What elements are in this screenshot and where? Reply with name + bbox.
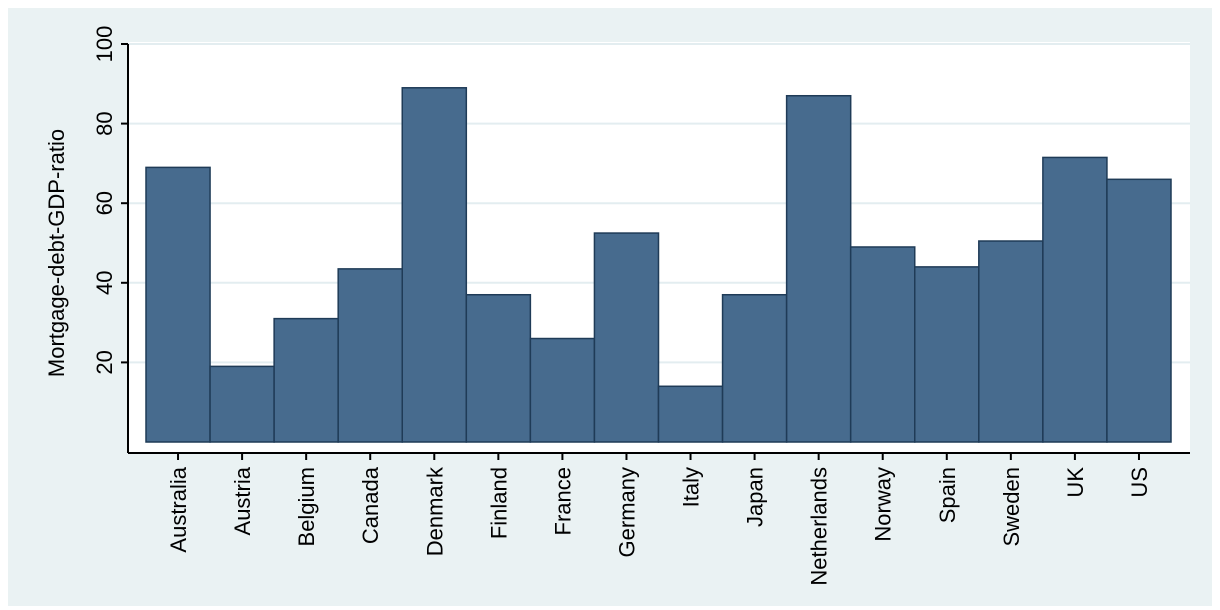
bars xyxy=(145,87,1172,443)
bar-netherlands xyxy=(785,94,852,443)
x-tick-label: Austria xyxy=(230,466,255,535)
x-tick-label: Australia xyxy=(166,466,191,552)
bar-canada xyxy=(337,268,403,443)
x-tick-label: Finland xyxy=(486,467,511,539)
axes xyxy=(127,44,1190,454)
y-ticks: 20 40 60 80 100 xyxy=(92,26,128,375)
x-tick-label: Denmark xyxy=(422,466,447,556)
x-tick-label: France xyxy=(550,467,575,535)
bar-uk xyxy=(1042,156,1108,443)
bar-germany xyxy=(593,232,660,443)
y-tick-label: 20 xyxy=(92,350,117,374)
y-tick-label: 100 xyxy=(92,26,117,63)
chart-frame: 20 40 60 80 100 Australia Austria Belgium Canad… xyxy=(8,8,1212,606)
y-tick-label: 40 xyxy=(92,271,117,295)
bar-australia xyxy=(145,166,211,443)
x-ticks: Australia Austria Belgium Canada Denmark Finl… xyxy=(166,453,1152,586)
bar-france xyxy=(529,337,596,443)
x-tick-label: Norway xyxy=(871,467,896,542)
y-axis-title: Mortgage-debt-GDP-ratio xyxy=(44,129,69,377)
x-tick-label: Spain xyxy=(935,467,960,523)
y-tick-label: 80 xyxy=(92,111,117,135)
x-tick-label: Netherlands xyxy=(807,467,832,586)
bar-spain xyxy=(914,266,980,443)
x-tick-label: Sweden xyxy=(999,467,1024,547)
bar-japan xyxy=(721,293,788,443)
x-tick-label: Canada xyxy=(358,466,383,544)
x-tick-label: Italy xyxy=(679,467,704,507)
x-tick-label: US xyxy=(1127,467,1152,498)
bar-chart: 20 40 60 80 100 Australia Austria Belgium Canad… xyxy=(44,26,1190,586)
x-tick-label: Belgium xyxy=(294,467,319,546)
bar-finland xyxy=(465,293,532,443)
y-tick-label: 60 xyxy=(92,191,117,215)
x-tick-label: UK xyxy=(1063,467,1088,498)
bar-norway xyxy=(849,246,916,443)
x-tick-label: Japan xyxy=(743,467,768,527)
bar-sweden xyxy=(978,240,1044,443)
bar-italy xyxy=(657,385,724,443)
bar-belgium xyxy=(273,317,339,443)
x-tick-label: Germany xyxy=(614,467,639,557)
bar-austria xyxy=(209,365,275,443)
bar-us xyxy=(1106,178,1172,443)
bar-denmark xyxy=(401,87,468,443)
